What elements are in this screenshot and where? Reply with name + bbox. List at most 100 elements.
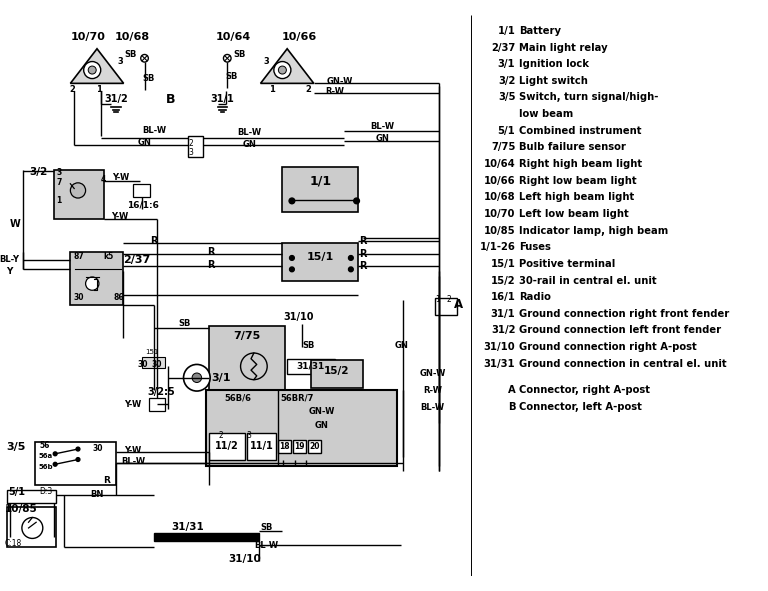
Text: 3/1: 3/1 — [211, 373, 230, 383]
Text: GN: GN — [137, 138, 151, 147]
Circle shape — [71, 183, 85, 198]
Text: 3: 3 — [118, 57, 124, 66]
Text: Main light relay: Main light relay — [519, 43, 607, 53]
Text: Right high beam light: Right high beam light — [519, 159, 642, 169]
Text: R: R — [103, 476, 110, 485]
Text: SB: SB — [124, 50, 137, 59]
Text: 31/31: 31/31 — [296, 362, 325, 371]
Text: GN: GN — [376, 134, 389, 142]
Text: 151: 151 — [145, 349, 159, 355]
Text: R: R — [207, 247, 215, 257]
Bar — [293, 440, 306, 453]
Text: 10/85: 10/85 — [484, 226, 515, 236]
Text: 16/1:6: 16/1:6 — [127, 200, 158, 209]
Text: R: R — [359, 249, 367, 259]
Text: 7: 7 — [56, 178, 61, 187]
Text: Connector, right A-post: Connector, right A-post — [519, 385, 650, 395]
Bar — [278, 440, 291, 453]
Bar — [247, 433, 276, 460]
Text: 18: 18 — [279, 441, 290, 451]
Text: 1/1: 1/1 — [498, 26, 515, 36]
Text: 10/64: 10/64 — [484, 159, 515, 169]
Text: Ground connection left front fender: Ground connection left front fender — [519, 326, 721, 336]
Text: A: A — [454, 298, 463, 311]
Circle shape — [274, 61, 291, 79]
Text: 3/5: 3/5 — [6, 442, 26, 452]
Circle shape — [76, 457, 80, 462]
Text: Positive terminal: Positive terminal — [519, 259, 615, 269]
Text: 10/66: 10/66 — [484, 176, 515, 186]
Circle shape — [290, 255, 294, 260]
Text: 3: 3 — [188, 148, 194, 157]
Text: GN-W: GN-W — [419, 369, 446, 378]
Bar — [207, 390, 396, 466]
Text: Left low beam light: Left low beam light — [519, 209, 629, 219]
Text: 31/2: 31/2 — [104, 94, 128, 104]
Text: 56B/6: 56B/6 — [224, 393, 251, 402]
Text: W: W — [10, 219, 21, 229]
Bar — [209, 326, 285, 410]
Text: Battery: Battery — [519, 26, 561, 36]
Circle shape — [290, 267, 294, 272]
Text: SB: SB — [260, 522, 273, 531]
Text: R: R — [151, 236, 157, 246]
Text: SB: SB — [178, 319, 190, 328]
Text: 31/10: 31/10 — [228, 554, 261, 564]
Circle shape — [349, 267, 353, 272]
Text: 3/2: 3/2 — [29, 167, 47, 177]
Circle shape — [278, 66, 286, 74]
Text: BL-W: BL-W — [142, 126, 166, 135]
Circle shape — [76, 447, 80, 451]
Circle shape — [85, 277, 99, 290]
Text: Y-W: Y-W — [112, 173, 129, 181]
Text: GN: GN — [394, 341, 409, 350]
Circle shape — [22, 518, 43, 538]
Text: 15/1: 15/1 — [307, 252, 334, 262]
Text: 20: 20 — [310, 441, 320, 451]
Text: 11/1: 11/1 — [250, 441, 273, 451]
Text: A: A — [508, 385, 515, 395]
Circle shape — [141, 54, 148, 62]
Text: 3: 3 — [247, 431, 252, 440]
Text: 3: 3 — [263, 57, 269, 66]
Text: 7/75: 7/75 — [233, 331, 261, 341]
Bar — [209, 433, 245, 460]
Text: BL-W: BL-W — [254, 541, 278, 550]
Text: Ignition lock: Ignition lock — [519, 59, 589, 69]
Text: Switch, turn signal/high-: Switch, turn signal/high- — [519, 93, 658, 102]
Bar — [7, 490, 56, 504]
Text: 10/68: 10/68 — [484, 192, 515, 202]
Text: Y-W: Y-W — [124, 400, 142, 409]
Text: 7/75: 7/75 — [491, 142, 515, 152]
Polygon shape — [260, 49, 314, 83]
Text: Ground connection right front fender: Ground connection right front fender — [519, 309, 730, 319]
Text: Connector, left A-post: Connector, left A-post — [519, 401, 642, 411]
Text: 1: 1 — [269, 85, 275, 94]
Text: 30: 30 — [92, 444, 103, 453]
Text: R: R — [207, 259, 215, 269]
Bar — [141, 357, 165, 368]
Bar — [71, 252, 123, 304]
Bar — [55, 170, 104, 219]
Text: 10/70: 10/70 — [484, 209, 515, 219]
Text: Combined instrument: Combined instrument — [519, 126, 642, 136]
Text: 56BR/7: 56BR/7 — [280, 393, 313, 402]
Text: 30: 30 — [151, 360, 162, 369]
Text: 31/1: 31/1 — [491, 309, 515, 319]
Circle shape — [53, 452, 57, 456]
Text: 16/1: 16/1 — [491, 292, 515, 302]
Text: 10/66: 10/66 — [282, 33, 317, 43]
Text: Radio: Radio — [519, 292, 551, 302]
Bar — [287, 359, 335, 374]
Text: 31/1: 31/1 — [210, 94, 234, 104]
Text: 2: 2 — [447, 296, 452, 304]
Bar — [311, 360, 363, 388]
Text: Ground connection in central el. unit: Ground connection in central el. unit — [519, 359, 727, 369]
Text: 2: 2 — [69, 85, 75, 94]
Text: SB: SB — [303, 341, 315, 350]
Text: GN-W: GN-W — [326, 77, 353, 86]
Text: Fuses: Fuses — [519, 242, 551, 252]
Text: 56b: 56b — [39, 464, 54, 470]
Text: 3/1: 3/1 — [498, 59, 515, 69]
Circle shape — [84, 61, 101, 79]
